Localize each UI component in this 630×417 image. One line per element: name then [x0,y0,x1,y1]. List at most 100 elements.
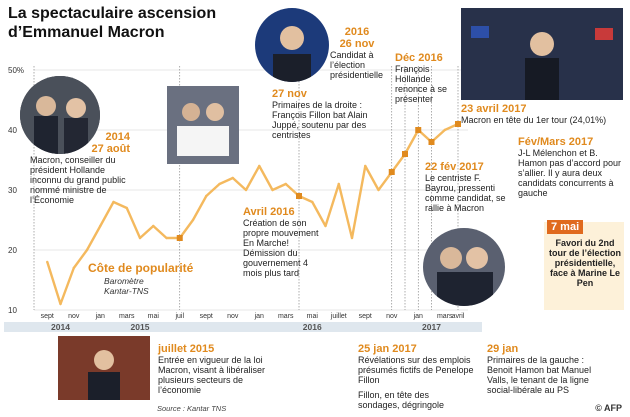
data-point [152,224,155,228]
annotation-jan25-text: Révélations sur des emplois présumés fic… [358,355,474,385]
annotation-jan25: 25 jan 2017 Révélations sur des emplois … [358,343,476,410]
annotation-nov26: 2016 26 nov Candidat à l’élection présid… [330,26,384,80]
event-point [428,139,435,145]
annotation-febmar: Fév/Mars 2017 J-L Mélenchon et B. Hamon … [518,136,624,198]
annotation-nov26-text: Candidat à l’élection présidentielle [330,50,384,80]
data-point [377,188,380,192]
x-tick-label: mars [278,313,294,320]
data-point [125,206,128,210]
annotation-feb22: 22 fév 2017 Le centriste F. Bayrou, pres… [425,161,513,213]
event-point [455,121,461,127]
data-point [350,236,354,240]
data-point [85,248,89,252]
event-point [402,151,408,157]
x-tick-label: mars [437,313,453,320]
data-point [191,218,195,222]
annotation-apr23-date: 23 avril 2017 [461,103,527,115]
y-tick-label: 10 [8,306,17,315]
data-point [99,224,102,228]
x-tick-label: nov [386,313,398,320]
annotation-feb22-text: Le centriste F. Bayrou, pressenti comme … [425,173,506,213]
data-point [46,260,49,264]
annotation-dec2016: Déc 2016 François Hollande renonce à se … [395,52,457,104]
annotation-febmar-date: Fév/Mars 2017 [518,136,594,148]
event-point [415,127,422,133]
data-point [443,128,446,132]
annotation-jul2015: juillet 2015 Entrée en vigueur de la loi… [158,343,278,395]
annotation-jan25-text2: Fillon, en tête des sondages, dégringole [358,390,445,410]
annotation-2014-date: 2014 27 août [91,131,130,155]
may7-text: Favori du 2nd tour de l’élection préside… [548,238,621,288]
annotation-dec2016-text: François Hollande renonce à se présenter [395,64,448,104]
data-point [271,188,274,192]
data-point [284,182,287,186]
annotation-apr2016-date: Avril 2016 [243,206,295,218]
page-title: La spectaculaire ascension d’Emmanuel Ma… [8,5,217,41]
y-tick-label: 40 [8,126,17,135]
photo-en-marche [167,86,239,164]
annotation-apr2016-text: Création de son propre mouvement En Marc… [243,218,319,278]
x-tick-label: sept [359,313,372,320]
legend-title: Côte de popularité [88,261,194,275]
year-band [4,322,482,332]
y-tick-label: 30 [8,186,17,195]
annotation-nov26-date: 2016 26 nov [339,26,375,50]
annotation-jan29-text: Primaires de la gauche : Benoit Hamon ba… [487,355,592,395]
photo-rally [461,8,623,100]
annotation-nov27-date: 27 nov [272,88,307,100]
annotation-jul2015-date: juillet 2015 [158,343,215,355]
annotation-apr23: 23 avril 2017 Macron en tête du 1er tour… [461,103,623,125]
x-tick-label: mars [119,313,135,320]
year-label: 2017 [422,322,441,332]
data-point [244,188,248,192]
x-tick-label: nov [68,313,80,320]
x-tick-label: jan [95,313,105,320]
x-tick-label: jan [254,313,264,320]
may7-date: 7 mai [547,220,584,234]
x-tick-label: mai [148,313,160,320]
data-point [59,302,62,306]
legend-subtitle: Baromètre Kantar-TNS [104,276,149,296]
data-point [337,182,340,186]
event-point [296,193,302,199]
annotation-2014-text: Macron, conseiller du président Hollande… [30,155,126,205]
x-tick-label: jan [413,313,423,320]
data-point [112,200,115,204]
photo-macron-hollande [20,76,100,154]
y-tick-label: 20 [8,246,17,255]
afp-logo: © AFP [595,403,622,413]
data-point [311,200,314,204]
data-point [218,182,221,186]
annotation-jan25-date: 25 jan 2017 [358,343,417,355]
annotation-apr2016: Avril 2016 Création de son propre mouvem… [243,206,329,278]
may7-box [544,222,624,310]
x-tick-label: avril [452,313,465,320]
annotation-jan29-date: 29 jan [487,343,519,355]
event-point [388,169,395,175]
source: Source : Kantar TNS [157,404,227,413]
x-tick-label: sept [41,313,54,320]
y-tick-label: 50% [8,66,24,75]
photo-bayrou [423,228,505,306]
data-point [205,194,208,198]
data-point [138,236,142,240]
event-point [176,235,183,241]
annotation-nov27-text: Primaires de la droite : François Fillon… [272,100,368,140]
data-point [165,236,168,240]
year-label: 2015 [131,322,150,332]
annotation-jan29: 29 jan Primaires de la gauche : Benoit H… [487,343,609,395]
x-tick-label: nov [227,313,239,320]
data-point [324,224,327,228]
annotation-feb22-date: 22 fév 2017 [425,161,484,173]
data-point [72,266,75,270]
x-tick-label: juil [174,313,184,320]
annotation-jul2015-text: Entrée en vigueur de la loi Macron, visa… [158,355,266,395]
photo-candidate [255,8,329,82]
x-tick-label: sept [200,313,213,320]
year-label: 2016 [303,322,322,332]
annotation-apr23-text: Macron en tête du 1er tour (24,01%) [461,115,607,125]
data-point [231,176,234,180]
annotation-2014: 2014 27 août Macron, conseiller du prési… [30,131,130,205]
data-point [258,164,261,168]
